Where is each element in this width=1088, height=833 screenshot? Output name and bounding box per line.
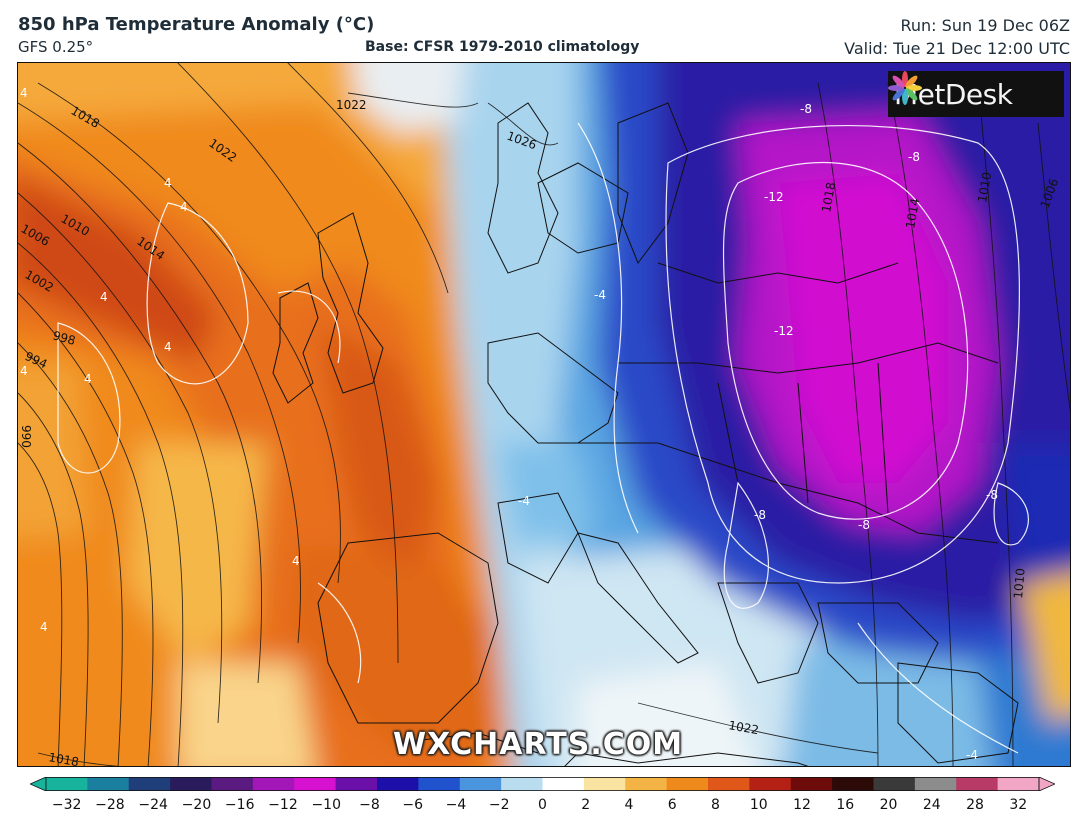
colorbar-tick-label: 28 [966, 797, 984, 813]
anomaly-label: 4 [164, 176, 172, 190]
anomaly-label: 4 [164, 340, 172, 354]
colorbar-segment [418, 777, 461, 791]
colorbar-tick-label: −28 [95, 797, 125, 813]
colorbar-segment [46, 777, 88, 791]
colorbar-segment [335, 777, 378, 791]
colorbar-tick-label: 20 [879, 797, 898, 813]
colorbar-frame [45, 777, 1040, 791]
anomaly-contours [57, 122, 1029, 754]
colorbar-tick-label: −12 [268, 797, 298, 813]
metdesk-flower-icon [888, 71, 922, 105]
colorbar-tick-label: −24 [138, 797, 168, 813]
anomaly-label: -4 [594, 288, 606, 302]
coastlines [272, 102, 1019, 766]
isobar-label: 1018 [47, 750, 80, 767]
isobar-label: 1014 [903, 197, 922, 230]
colorbar-segment [997, 777, 1040, 791]
model-label: GFS 0.25° [18, 38, 94, 56]
anomaly-label: -8 [908, 150, 920, 164]
colorbar-tick-label: −16 [224, 797, 255, 813]
isobars [18, 63, 1070, 766]
colorbar-segment [666, 777, 709, 791]
colorbar-segment [625, 777, 668, 791]
isobar-label: 1022 [727, 718, 760, 737]
colorbar-tick-label: 2 [581, 797, 591, 813]
colorbar-segment [873, 777, 916, 791]
colorbar-tick-label: −10 [311, 797, 341, 813]
colorbar-segment [501, 777, 544, 791]
anomaly-label: -8 [858, 518, 870, 532]
colorbar-right-arrow [1038, 777, 1055, 791]
colorbar-segment [583, 777, 626, 791]
colorbar-segment [294, 777, 337, 791]
anomaly-label: 4 [20, 364, 28, 378]
colorbar-tick-label: 6 [667, 797, 677, 813]
colorbar-tick-label: 0 [538, 797, 547, 813]
isobar-label: 1018 [819, 181, 838, 214]
anomaly-label: -12 [764, 190, 784, 204]
wxcharts-watermark: WXCHARTS.COM [393, 727, 684, 762]
valid-time-label: Valid: Tue 21 Dec 12:00 UTC [844, 39, 1070, 58]
colorbar-segment [542, 777, 585, 791]
colorbar-ticks: −32 −28 −24 −20 −16 −12 −10 −8 −6 −4 −2 0 2 4 6 8 10 12 16… [0, 795, 1088, 819]
map-canvas: 1022 1018 1026 1022 1010 1014 1006 1002 … [18, 63, 1070, 767]
anomaly-label: -8 [986, 488, 998, 502]
colorbar-segment [914, 777, 957, 791]
colorbar-tick-label: 10 [749, 797, 768, 813]
temperature-anomaly-field [18, 63, 1070, 766]
colorbar-segment [87, 777, 130, 791]
anomaly-label: 4 [180, 200, 188, 214]
colorbar-tick-label: 8 [711, 797, 720, 813]
colorbar-left-arrow [30, 777, 47, 791]
colorbar-tick-label: −4 [445, 797, 467, 813]
colorbar-segment [832, 777, 875, 791]
anomaly-label: 4 [84, 372, 92, 386]
map-title: 850 hPa Temperature Anomaly (°C) [18, 14, 375, 35]
colorbar [30, 777, 1055, 791]
metdesk-logo: MetDesk [888, 71, 1064, 117]
colorbar-tick-label: −20 [181, 797, 212, 813]
isobar-label: 998 [51, 328, 77, 347]
run-time-label: Run: Sun 19 Dec 06Z [900, 16, 1071, 35]
colorbar-segment [790, 777, 833, 791]
isobar-label: 1022 [336, 98, 367, 112]
isobar-label: 1010 [975, 171, 994, 204]
anomaly-label: -8 [754, 508, 766, 522]
colorbar-segment [708, 777, 750, 791]
colorbar-segment [170, 777, 213, 791]
anomaly-label: 4 [20, 86, 28, 100]
anomaly-label: 4 [100, 290, 108, 304]
colorbar-tick-label: −8 [359, 797, 380, 813]
colorbar-tick-label: −6 [402, 797, 424, 813]
colorbar-segment [211, 777, 254, 791]
anomaly-label: 4 [292, 554, 300, 568]
colorbar-tick-label: 24 [922, 797, 941, 813]
colorbar-segment [956, 777, 999, 791]
colorbar-tick-label: 16 [836, 797, 855, 813]
isobar-label: 1010 [1011, 568, 1028, 600]
colorbar-tick-label: 32 [1009, 797, 1028, 813]
colorbar-tick-label: 12 [793, 797, 811, 813]
climatology-base-label: Base: CFSR 1979-2010 climatology [365, 39, 640, 55]
colorbar-segment [128, 777, 171, 791]
anomaly-label: -8 [800, 102, 812, 116]
colorbar-segment [749, 777, 792, 791]
isobar-label: 990 [19, 425, 33, 448]
colorbar-tick-label: 4 [624, 797, 634, 813]
anomaly-label: -4 [518, 494, 530, 508]
anomaly-label: 4 [40, 620, 48, 634]
colorbar-tick-label: −32 [51, 797, 82, 813]
anomaly-labels: -8 -8 -12 -12 -4 -8 -8 -8 4 4 4 4 4 4 4 … [20, 86, 998, 762]
colorbar-segment [377, 777, 419, 791]
anomaly-map[interactable]: 1022 1018 1026 1022 1010 1014 1006 1002 … [17, 62, 1071, 767]
colorbar-segment [252, 777, 295, 791]
anomaly-label: -4 [966, 748, 978, 762]
anomaly-label: -12 [774, 324, 794, 338]
colorbar-tick-label: −2 [488, 797, 510, 813]
colorbar-segment [459, 777, 502, 791]
